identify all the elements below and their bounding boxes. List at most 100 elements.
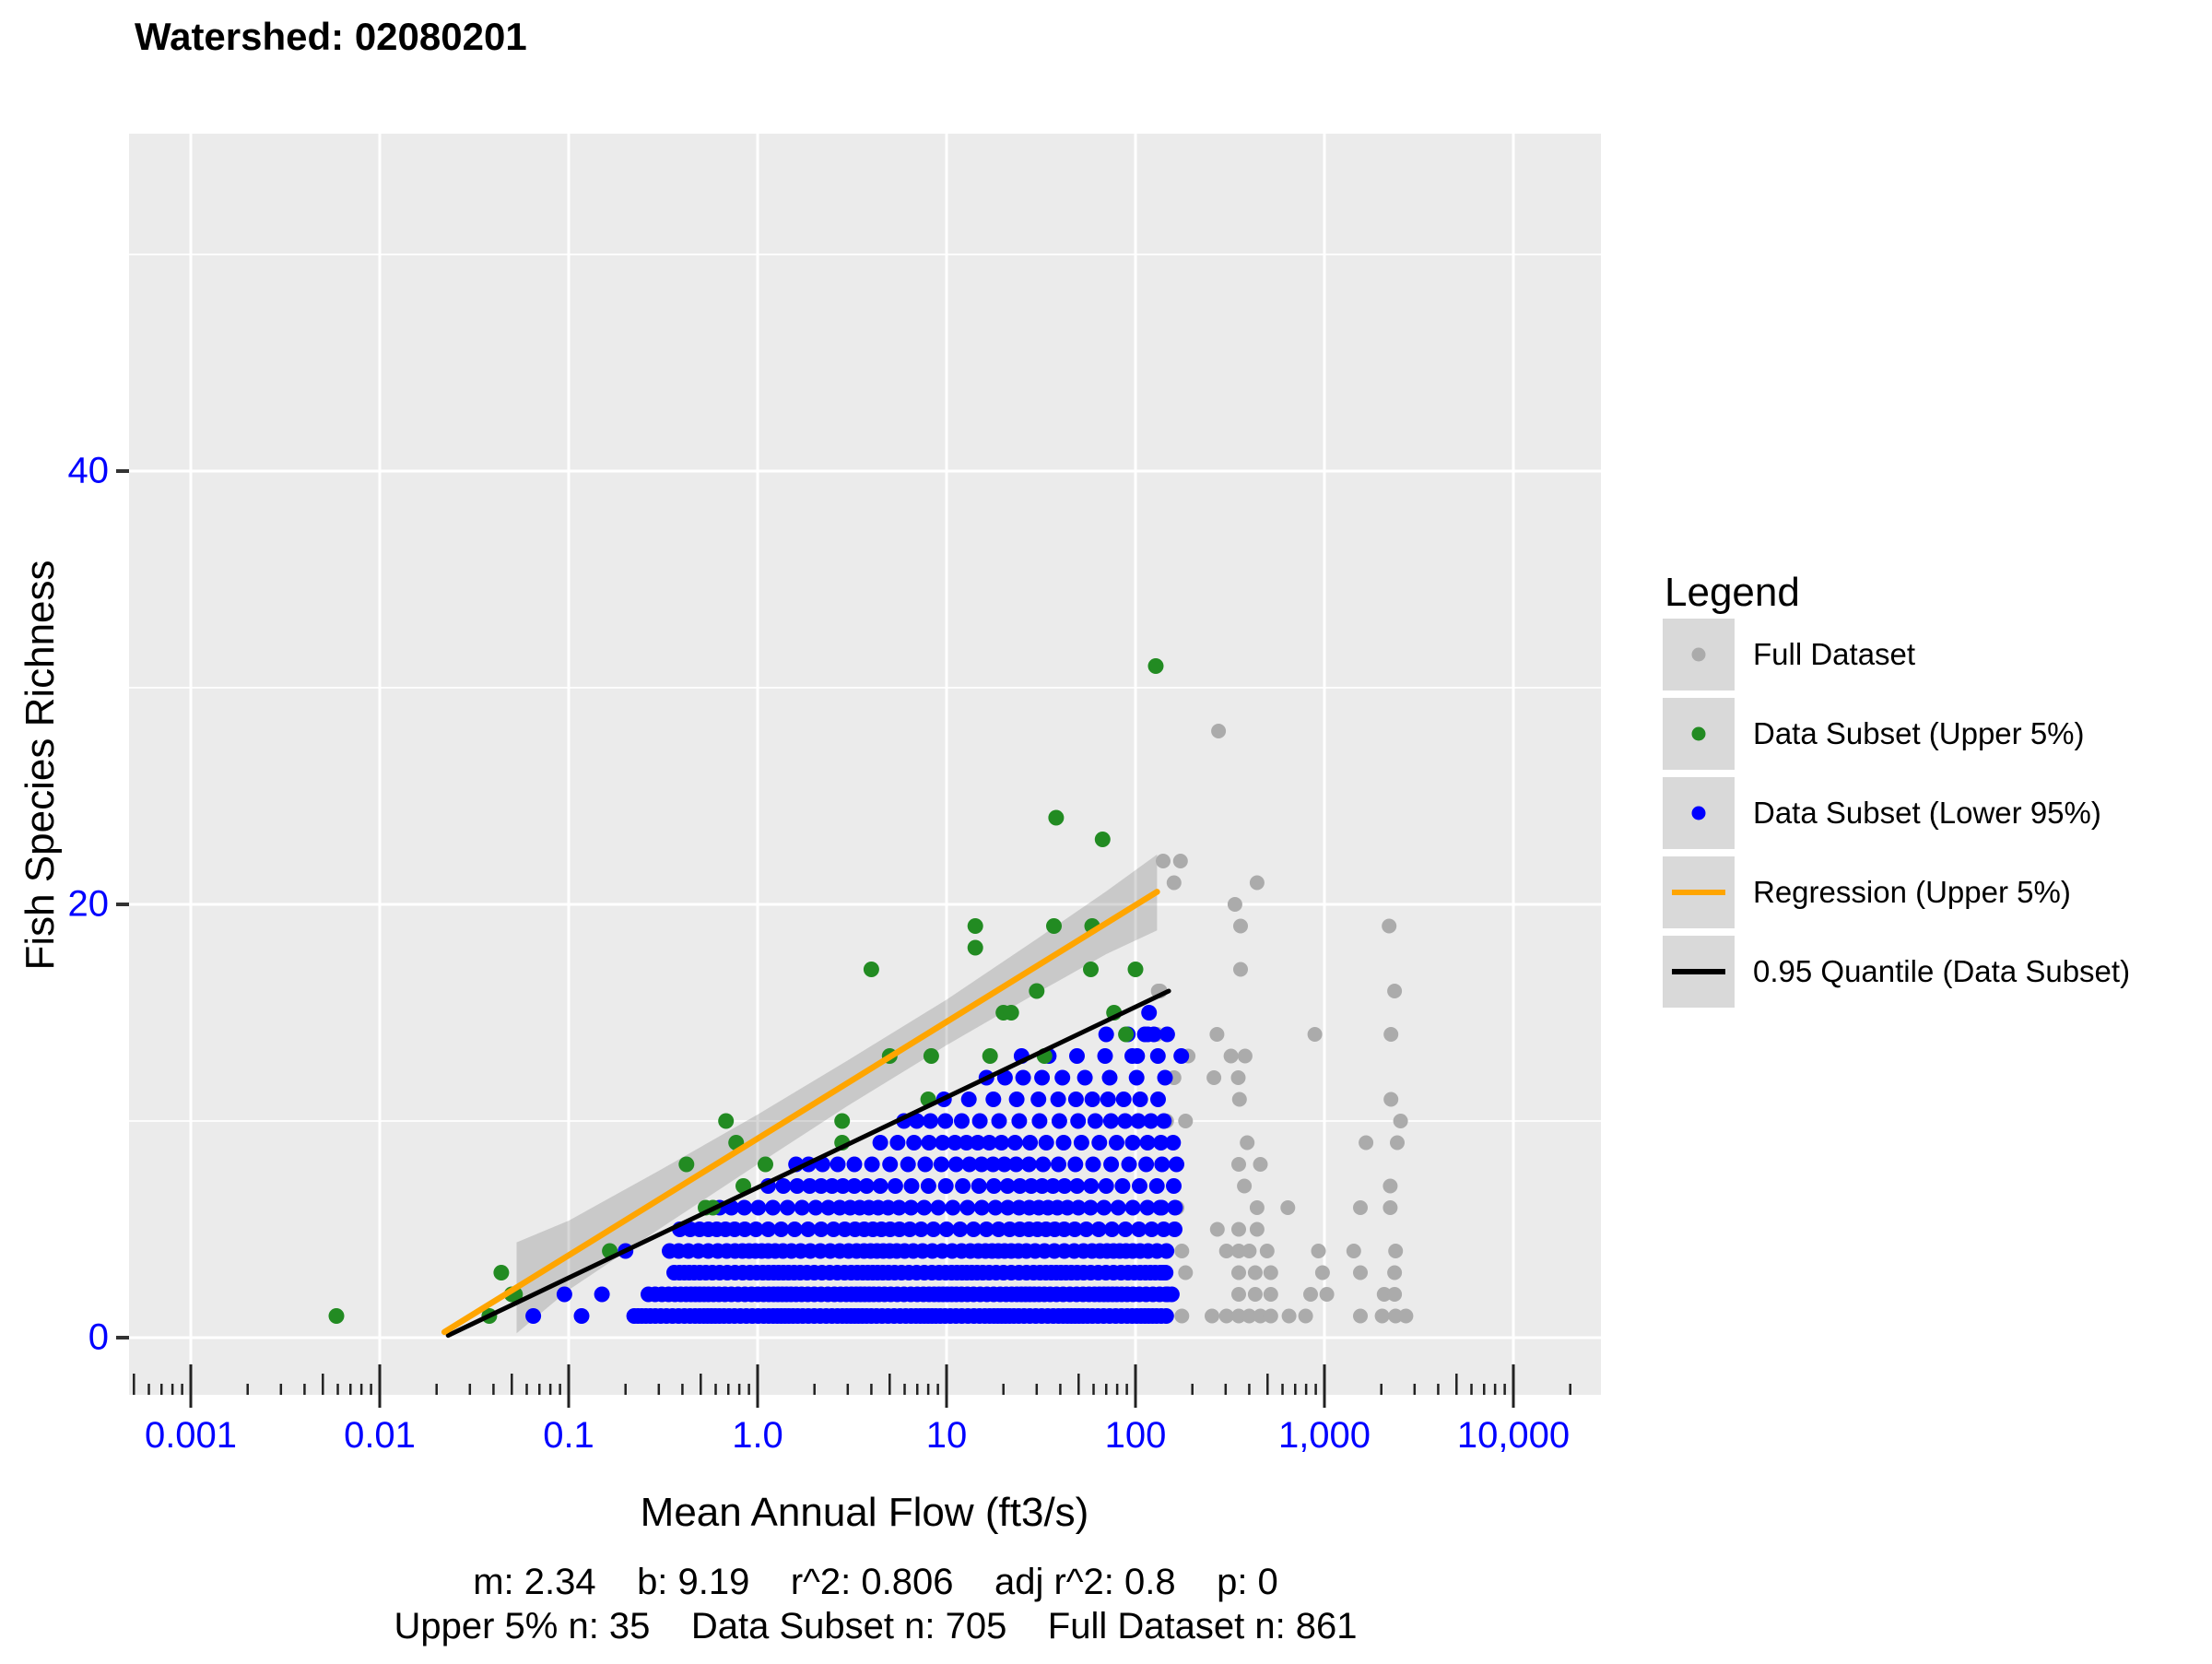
lower95-point (900, 1156, 916, 1173)
lower95-point (1101, 1069, 1118, 1086)
x-axis-title: Mean Annual Flow (ft3/s) (640, 1490, 1089, 1535)
full-dataset-point (1206, 1070, 1222, 1085)
full-dataset-point (1253, 1157, 1268, 1172)
lower95-point (887, 1178, 903, 1194)
lower95-point (981, 1135, 997, 1151)
full-dataset-point (1218, 1308, 1234, 1324)
lower95-point (1084, 1092, 1100, 1107)
lower95-point (1124, 1135, 1141, 1151)
legend-item-label: Data Subset (Lower 95%) (1753, 796, 2101, 830)
lower95-point (973, 1156, 990, 1173)
upper5-point (718, 1113, 735, 1129)
lower95-point (1008, 1156, 1024, 1173)
lower95-point (747, 1221, 764, 1237)
lower95-point (901, 1221, 918, 1237)
lower95-point (1121, 1156, 1137, 1173)
upper5-point (758, 1156, 773, 1173)
lower95-point (1031, 1113, 1048, 1129)
lower95-point (830, 1156, 846, 1173)
lower95-point (1150, 1092, 1166, 1107)
upper5-point (735, 1178, 751, 1194)
lower95-point (1011, 1113, 1028, 1129)
full-dataset-point (1263, 1287, 1278, 1302)
x-tick-label: 10 (925, 1415, 968, 1456)
lower95-point (1155, 1265, 1171, 1280)
lower95-point (991, 1221, 1006, 1237)
full-dataset-point (1233, 918, 1248, 934)
full-dataset-point (1231, 1265, 1246, 1280)
lower95-point (909, 1113, 925, 1129)
lower95-point (1087, 1113, 1103, 1129)
full-dataset-point (1156, 854, 1171, 868)
lower95-point (1159, 1026, 1175, 1043)
legend-item-label: Data Subset (Upper 5%) (1753, 716, 2085, 750)
y-tick-label: 20 (67, 883, 110, 925)
lower95-point (999, 1199, 1016, 1216)
lower95-point (947, 1156, 964, 1173)
lower95-point (1077, 1069, 1093, 1086)
x-tick-label: 10,000 (1456, 1415, 1571, 1456)
x-tick-label: 100 (1104, 1415, 1167, 1456)
full-dataset-point (1382, 918, 1397, 934)
full-dataset-point (1231, 1221, 1246, 1237)
full-dataset-point (1319, 1287, 1335, 1302)
x-tick-label: 1,000 (1277, 1415, 1371, 1456)
full-dataset-point (1383, 1027, 1399, 1042)
regression-line-icon (1672, 890, 1725, 895)
full-dataset-point (1382, 1200, 1398, 1215)
lower95-point (775, 1178, 792, 1194)
lower95-point (930, 1199, 947, 1216)
full-dataset-point (1231, 1092, 1247, 1107)
lower95-point (1132, 1178, 1147, 1194)
upper5-point (967, 918, 983, 934)
x-tick-label: 0.1 (543, 1415, 594, 1456)
full-dataset-point (1388, 1308, 1404, 1324)
full-dataset-dot-icon (1691, 647, 1706, 662)
lower95-point (789, 1178, 806, 1194)
lower95-point (933, 1156, 949, 1173)
full-dataset-point (1280, 1200, 1296, 1215)
lower95-point (800, 1221, 817, 1237)
full-dataset-point (1387, 1287, 1403, 1302)
lower95-point (1015, 1069, 1031, 1086)
x-tick-label: 0.001 (144, 1415, 238, 1456)
lower95-point (996, 1069, 1013, 1086)
upper5-point (834, 1113, 851, 1129)
upper5-point (678, 1156, 695, 1173)
legend-item-quantile: 0.95 Quantile (Data Subset) (1663, 936, 2179, 1008)
lower95-point (880, 1199, 897, 1216)
lower95-point (1070, 1199, 1087, 1216)
lower95-point (973, 1199, 990, 1216)
lower95-point (1098, 1026, 1114, 1043)
upper5-point (1083, 962, 1099, 977)
full-dataset-point (1231, 1157, 1246, 1172)
legend-key-box (1663, 856, 1735, 928)
lower95-point (1130, 1113, 1147, 1129)
lower95-point (996, 1156, 1013, 1173)
full-dataset-point (1211, 724, 1227, 738)
lower95-point (961, 1156, 978, 1173)
lower95-point (573, 1308, 590, 1324)
lower95-point (1144, 1221, 1160, 1237)
full-dataset-point (1174, 1308, 1190, 1324)
lower95-point (1098, 1178, 1114, 1194)
lower95-point (960, 1092, 977, 1107)
full-dataset-point (1259, 1244, 1275, 1258)
full-dataset-point (1253, 1308, 1268, 1324)
lower95-point (765, 1199, 782, 1216)
full-dataset-point (1178, 1265, 1194, 1280)
upper5-point (1046, 918, 1062, 934)
lower95-point (999, 1178, 1016, 1194)
lower95-point (1067, 1092, 1084, 1107)
lower95-point (1085, 1156, 1101, 1173)
lower95-point (985, 1178, 1002, 1194)
full-dataset-point (1172, 854, 1188, 868)
legend-key-box (1663, 619, 1735, 690)
lower95-point (890, 1199, 907, 1216)
lower95-point (1166, 1178, 1182, 1194)
legend-key-box (1663, 936, 1735, 1008)
lower95-point (937, 1113, 954, 1129)
lower95-point (780, 1199, 795, 1216)
lower95-point (1070, 1113, 1087, 1129)
full-dataset-point (1346, 1244, 1361, 1258)
